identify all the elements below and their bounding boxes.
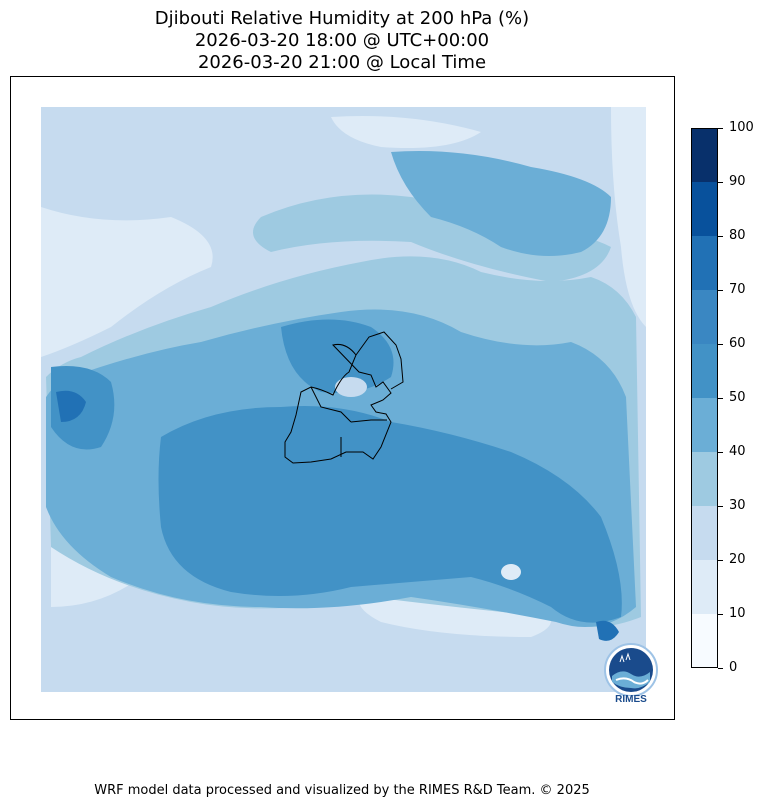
colorbar-tick-mark <box>718 505 723 507</box>
colorbar-segment <box>691 560 718 614</box>
title-line-variable: Djibouti Relative Humidity at 200 hPa (%… <box>154 8 530 29</box>
colorbar-segment <box>691 398 718 452</box>
colorbar-segment <box>691 290 718 344</box>
colorbar-tick-label: 30 <box>729 498 746 513</box>
region-dikhil-boundary <box>310 386 352 423</box>
colorbar-segment <box>691 182 718 236</box>
colorbar-segment <box>691 236 718 290</box>
field-low-north <box>331 116 481 148</box>
colorbar-tick-label: 10 <box>729 606 746 621</box>
colorbar-tick-label: 40 <box>729 444 746 459</box>
map-title: Djibouti Relative Humidity at 200 hPa (%… <box>0 8 684 74</box>
rimes-globe-icon <box>604 643 658 697</box>
footer-credit: WRF model data processed and visualized … <box>94 783 590 798</box>
region-arta-boundary <box>350 419 387 423</box>
colorbar-scale <box>691 128 718 668</box>
colorbar-tick-label: 50 <box>729 390 746 405</box>
region-tadjourah-boundary <box>355 331 404 390</box>
field-band-60-70-southeast <box>596 620 619 641</box>
colorbar-tick-label: 70 <box>729 282 746 297</box>
humidity-contour-map <box>41 107 646 692</box>
colorbar-segment <box>691 614 718 668</box>
colorbar <box>691 128 718 668</box>
colorbar-tick-mark <box>718 559 723 561</box>
colorbar-tick-mark <box>718 667 723 669</box>
colorbar-tick-mark <box>718 451 723 453</box>
colorbar-segment <box>691 506 718 560</box>
colorbar-tick-label: 100 <box>729 120 754 135</box>
field-band-30-40-north <box>253 194 611 282</box>
colorbar-tick-label: 90 <box>729 174 746 189</box>
field-band-60-70-west <box>56 390 86 422</box>
colorbar-tick-mark <box>718 343 723 345</box>
colorbar-segment <box>691 452 718 506</box>
title-line-utc-time: 2026-03-20 18:00 @ UTC+00:00 <box>194 30 490 51</box>
colorbar-border <box>691 128 718 668</box>
colorbar-segment <box>691 344 718 398</box>
colorbar-segment <box>691 128 718 182</box>
field-low-west <box>41 207 213 357</box>
colorbar-tick-label: 0 <box>729 660 738 675</box>
colorbar-tick-label: 20 <box>729 552 746 567</box>
field-band-40-50-north <box>391 151 611 256</box>
colorbar-tick-mark <box>718 397 723 399</box>
rimes-logo: RIMES <box>598 640 664 710</box>
field-pocket-southeast <box>501 564 521 580</box>
colorbar-tick-mark <box>718 181 723 183</box>
colorbar-tick-mark <box>718 235 723 237</box>
colorbar-tick-label: 60 <box>729 336 746 351</box>
field-band-50-60-center <box>281 319 394 393</box>
title-line-local-time: 2026-03-20 21:00 @ Local Time <box>197 52 487 73</box>
colorbar-tick-label: 80 <box>729 228 746 243</box>
colorbar-tick-mark <box>718 613 723 615</box>
field-low-east <box>611 107 646 327</box>
map-panel <box>10 76 675 720</box>
country-boundaries <box>284 331 404 464</box>
colorbar-tick-mark <box>718 289 723 291</box>
rimes-logo-text: RIMES <box>615 694 647 705</box>
colorbar-tick-mark <box>718 127 723 129</box>
field-pocket-center <box>335 377 367 397</box>
